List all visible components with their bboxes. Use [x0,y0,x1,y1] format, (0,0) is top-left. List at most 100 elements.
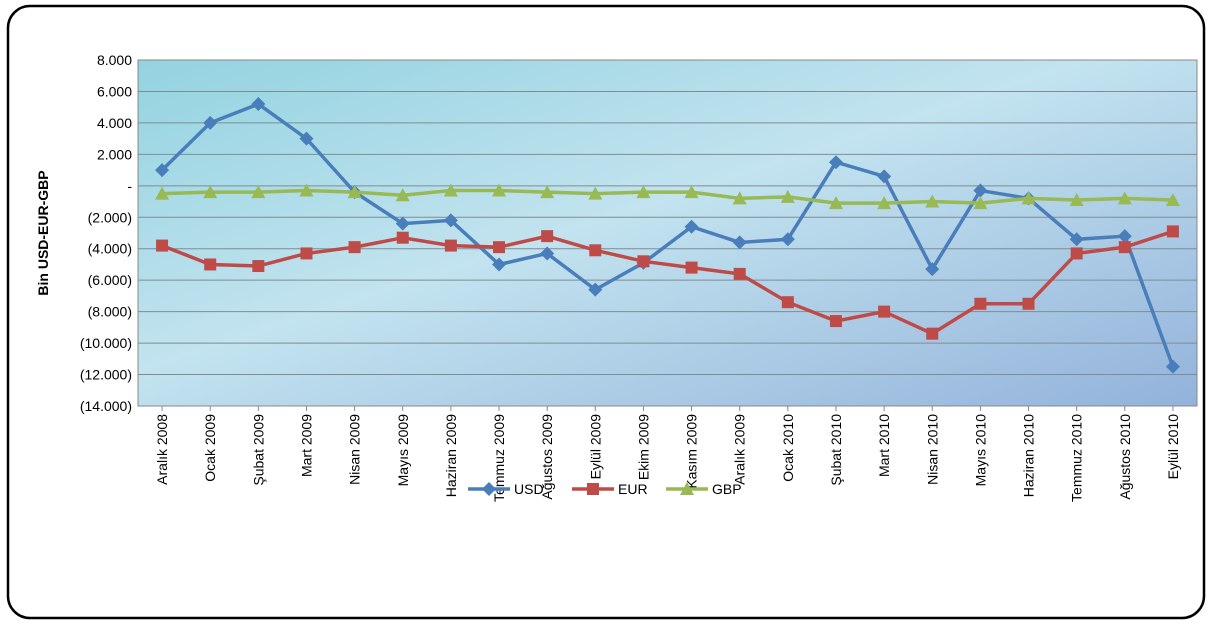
marker [680,482,694,495]
marker [780,232,795,247]
y-tick-label: (6.000) [88,272,132,288]
plot-area [138,60,1197,406]
marker [396,231,409,244]
x-tick-label: Mart 2010 [876,414,892,477]
marker [251,185,266,199]
y-axis-title: Bin USD-EUR-GBP [35,170,51,295]
marker [1022,297,1035,310]
marker [251,97,266,112]
marker [877,169,892,184]
y-tick-label: (10.000) [80,335,132,351]
marker [492,257,507,272]
marker [1117,229,1132,244]
marker [588,186,603,200]
marker [878,305,891,318]
marker [684,185,699,199]
x-tick-label: Ocak 2010 [780,414,796,482]
marker [1069,232,1084,247]
y-tick-label: 8.000 [97,52,132,68]
marker [300,247,313,260]
marker [204,258,217,271]
marker [1166,225,1179,238]
marker [733,267,746,280]
y-tick-label: (4.000) [88,241,132,257]
marker [589,244,602,257]
x-tick-label: Şubat 2010 [828,414,844,486]
marker [492,183,507,197]
y-tick-label: 4.000 [97,115,132,131]
y-tick-label: (8.000) [88,304,132,320]
x-tick-label: Nisan 2009 [347,414,363,485]
marker [925,194,940,208]
marker [252,260,265,273]
x-tick-label: Kasım 2009 [684,414,700,489]
marker [1069,192,1084,206]
y-tick-label: 6.000 [97,83,132,99]
x-tick-label: Temmuz 2009 [491,414,507,502]
marker [685,261,698,274]
marker [1165,359,1180,374]
x-tick-label: Eylül 2009 [587,414,603,480]
marker [443,213,458,228]
series-line [160,102,1175,368]
marker [156,239,169,252]
marker [540,185,555,199]
marker [203,185,218,199]
marker [587,483,599,495]
series-line [161,229,1174,336]
marker [493,241,506,254]
marker [541,230,554,243]
marker [974,297,987,310]
marker [395,216,410,231]
marker [973,196,988,210]
legend-label: USD [514,481,544,497]
marker [1165,192,1180,206]
marker [732,191,747,205]
marker [732,235,747,250]
y-tick-label: (2.000) [88,209,132,225]
x-tick-label: Ocak 2009 [202,414,218,482]
y-tick-label: (12.000) [80,367,132,383]
marker [482,482,496,496]
x-tick-label: Mayıs 2009 [395,414,411,487]
marker [588,282,603,297]
marker [1117,191,1132,205]
x-tick-label: Haziran 2009 [443,414,459,497]
legend-label: EUR [618,481,648,497]
x-tick-label: Nisan 2010 [924,414,940,485]
marker [1118,241,1131,254]
marker [926,327,939,340]
marker [636,185,651,199]
marker [299,183,314,197]
x-tick-label: Aralık 2009 [732,414,748,485]
marker [299,131,314,146]
y-tick-label: (14.000) [80,398,132,414]
marker [395,188,410,202]
marker [877,196,892,210]
marker [155,163,170,178]
x-tick-label: Haziran 2010 [1021,414,1037,497]
marker [348,241,361,254]
marker [684,219,699,234]
x-tick-label: Aralık 2008 [154,414,170,485]
marker [828,155,843,170]
marker [203,115,218,130]
marker [443,183,458,197]
marker [829,315,842,328]
plot-border [137,59,1198,407]
x-tick-label: Ekim 2009 [635,414,651,480]
marker [828,196,843,210]
x-tick-label: Eylül 2010 [1165,414,1181,480]
marker [925,262,940,277]
x-tick-label: Mayıs 2010 [972,414,988,487]
series-line [162,188,1173,205]
marker [637,255,650,268]
x-tick-label: Ağustos 2010 [1117,414,1133,500]
marker [347,185,362,199]
x-tick-label: Ağustos 2009 [539,414,555,500]
x-tick-label: Şubat 2009 [250,414,266,486]
legend-label: GBP [712,481,742,497]
marker [1070,247,1083,260]
marker [155,186,170,200]
